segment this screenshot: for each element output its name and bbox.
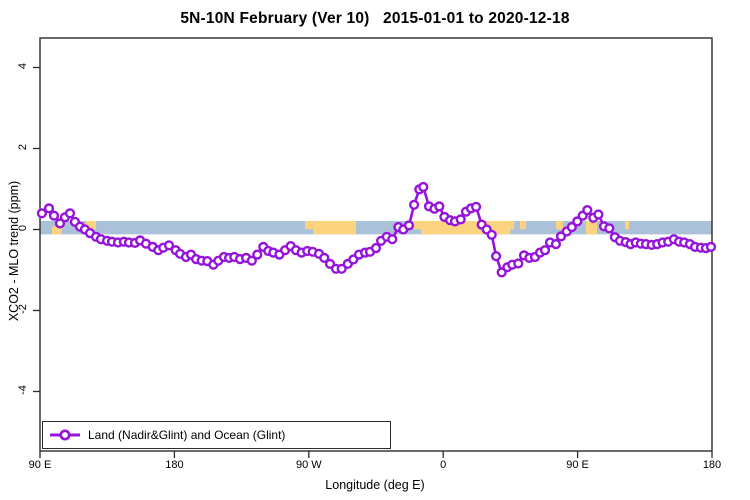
data-point-marker (582, 205, 593, 216)
land-band-segment (519, 220, 527, 230)
land-band-segment (585, 220, 598, 235)
land-band-segment (85, 220, 96, 230)
data-point-marker (471, 201, 482, 212)
land-ocean-band (40, 220, 712, 235)
land-band-segment (555, 220, 563, 230)
y-tick-label: -4 (17, 384, 29, 395)
y-tick-label: 4 (17, 62, 29, 69)
x-tick-label: 90 E (566, 459, 589, 471)
x-tick-label: 90 E (28, 459, 52, 471)
x-tick-label: 180 (165, 459, 184, 471)
x-tick-label: 0 (440, 459, 447, 471)
data-point-marker (455, 214, 466, 225)
legend-box (42, 421, 391, 449)
data-point-marker (418, 181, 429, 193)
x-tick-label: 180 (702, 459, 722, 471)
land-band-segment (510, 220, 515, 230)
data-point-marker (566, 222, 577, 233)
land-band-segment (51, 226, 62, 235)
data-point-marker (539, 245, 551, 256)
land-band-segment (305, 220, 314, 230)
land-band-segment (313, 220, 356, 235)
data-point-marker (370, 243, 382, 254)
legend (42, 421, 391, 449)
data-point-marker (513, 258, 524, 269)
data-point-marker (409, 199, 420, 210)
x-axis-title: Longitude (deg E) (325, 478, 425, 492)
data-point-marker (491, 251, 502, 262)
legend-marker-icon (59, 429, 71, 441)
data-point-marker (593, 209, 604, 220)
land-band-segment (413, 220, 422, 230)
data-point-marker (43, 203, 55, 214)
data-point-marker (64, 208, 76, 219)
data-point-marker (550, 239, 562, 250)
data-point-marker (246, 255, 257, 266)
data-series (36, 181, 717, 278)
data-point-marker (387, 234, 398, 245)
ocean-band-segment (40, 220, 712, 235)
data-point-marker (48, 210, 60, 221)
data-point-marker (705, 241, 717, 253)
data-point-marker (36, 208, 48, 219)
data-point-marker (319, 252, 330, 264)
data-point-marker (163, 240, 175, 251)
axis-ticks (33, 66, 713, 458)
y-axis-title: XCO2 - MLO trend (ppm) (7, 180, 21, 322)
data-point-marker (486, 229, 497, 240)
x-tick-label: 90 W (295, 459, 322, 471)
chart-title: 5N-10N February (Ver 10) 2015-01-01 to 2… (180, 10, 570, 27)
land-band-segment (625, 220, 629, 230)
data-point-marker (604, 223, 615, 234)
data-point-marker (252, 249, 263, 260)
legend-entry-label: Land (Nadir&Glint) and Ocean (Glint) (88, 428, 286, 442)
data-point-marker (403, 220, 415, 231)
land-band-segment (421, 220, 511, 235)
data-point-marker (434, 201, 445, 212)
